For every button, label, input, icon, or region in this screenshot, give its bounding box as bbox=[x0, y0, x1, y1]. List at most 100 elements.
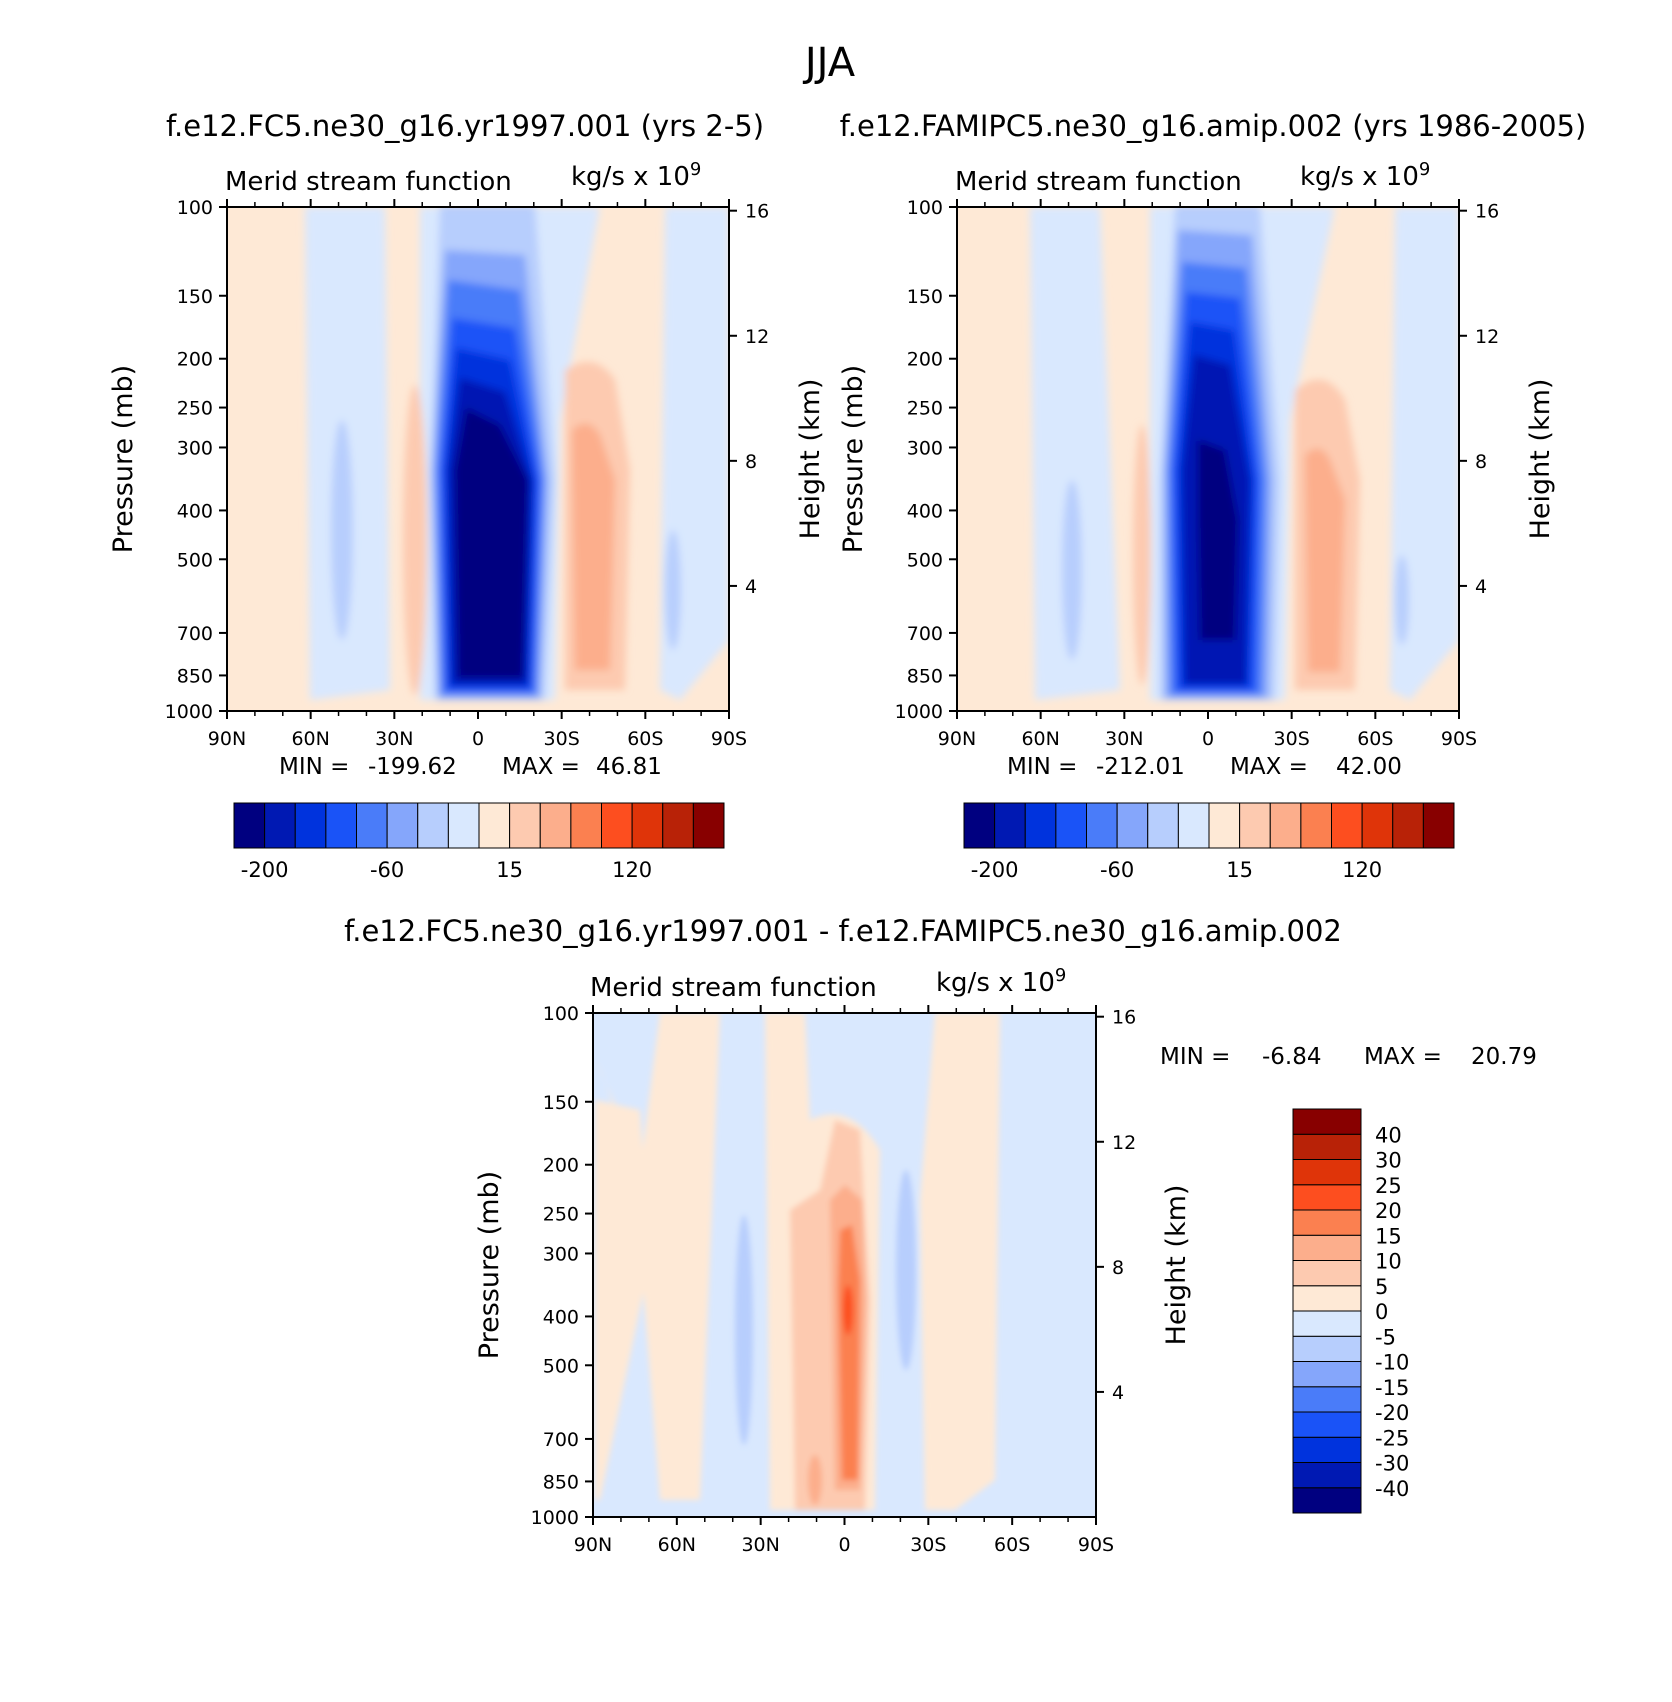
colorbar-swatch bbox=[1292, 1386, 1362, 1413]
y-tick-label: 850 bbox=[907, 665, 943, 687]
colorbar-swatch bbox=[1055, 802, 1087, 849]
colorbar-swatch bbox=[1331, 802, 1363, 849]
colorbar-swatch bbox=[1292, 1108, 1362, 1135]
y-tick-label: 1000 bbox=[531, 1507, 579, 1529]
panel-difference: f.e12.FC5.ne30_g16.yr1997.001 - f.e12.FA… bbox=[344, 914, 1537, 1556]
x-tick-label: 90S bbox=[1078, 1534, 1114, 1556]
y-right-tick-label: 12 bbox=[1112, 1132, 1136, 1154]
max-value: 42.00 bbox=[1336, 754, 1402, 780]
x-tick-label: 60S bbox=[1357, 728, 1393, 750]
max-value: 20.79 bbox=[1471, 1044, 1537, 1070]
y-right-tick-label: 4 bbox=[745, 576, 757, 598]
colorbar-swatch bbox=[1292, 1436, 1362, 1463]
negative-inner-35n bbox=[735, 1215, 753, 1445]
x-tick-label: 90S bbox=[1441, 728, 1477, 750]
y-right-tick-label: 8 bbox=[745, 451, 757, 473]
y-tick-label: 200 bbox=[543, 1155, 579, 1177]
x-tick-label: 60N bbox=[658, 1534, 696, 1556]
max-label: MAX = bbox=[502, 754, 580, 780]
left-subtitle: Merid stream function bbox=[955, 167, 1242, 197]
x-tick-label: 60S bbox=[627, 728, 663, 750]
units-exponent: 9 bbox=[690, 159, 701, 180]
min-value: -212.01 bbox=[1096, 754, 1185, 780]
max-label: MAX = bbox=[1230, 754, 1308, 780]
x-tick-label: 90N bbox=[208, 728, 246, 750]
colorbar-swatch bbox=[1292, 1335, 1362, 1362]
min-value: -199.62 bbox=[368, 754, 457, 780]
negative-inner-70s bbox=[665, 530, 681, 650]
min-label: MIN = bbox=[1007, 754, 1077, 780]
negative-inner-45n bbox=[331, 420, 353, 640]
colorbar: -200 -60 15 120 bbox=[233, 802, 725, 882]
colorbar-swatch bbox=[264, 802, 296, 849]
colorbar-swatch bbox=[509, 802, 541, 849]
colorbar-swatch bbox=[1292, 1462, 1362, 1489]
colorbar-swatch bbox=[294, 802, 327, 849]
panel-model-run: f.e12.FC5.ne30_g16.yr1997.001 (yrs 2-5) … bbox=[108, 109, 826, 882]
colorbar-swatch bbox=[417, 802, 449, 849]
x-tick-label: 0 bbox=[1202, 728, 1214, 750]
colorbar-swatch bbox=[386, 802, 419, 849]
colorbar-swatch bbox=[1208, 802, 1241, 849]
y-tick-label: 500 bbox=[177, 549, 213, 571]
units-label: kg/s x 109 bbox=[936, 965, 1066, 998]
y-axis-right-label: Height (km) bbox=[1161, 1185, 1192, 1346]
colorbar-label: -200 bbox=[241, 858, 289, 882]
axes: 90N 60N 30N 0 30S 60S 90S 100 150 200 250 300 400 500… bbox=[895, 197, 1500, 750]
x-tick-label: 30N bbox=[375, 728, 413, 750]
colorbar-swatch bbox=[601, 802, 633, 849]
colorbar-swatch bbox=[1269, 802, 1302, 849]
y-tick-label: 100 bbox=[907, 197, 943, 219]
x-tick-label: 30S bbox=[544, 728, 580, 750]
colorbar-swatch bbox=[478, 802, 511, 849]
y-right-tick-label: 16 bbox=[745, 201, 769, 223]
y-tick-label: 250 bbox=[543, 1204, 579, 1226]
colorbar-label: 120 bbox=[612, 858, 652, 882]
colorbar-swatch bbox=[1239, 802, 1271, 849]
positive-band-north-flank bbox=[595, 1100, 650, 1500]
negative-cell-45n bbox=[1030, 207, 1120, 700]
colorbar-label: -10 bbox=[1375, 1351, 1409, 1375]
x-tick-label: 90N bbox=[574, 1534, 612, 1556]
negative-inner-70s bbox=[1395, 555, 1409, 645]
colorbar-swatch bbox=[1292, 1487, 1362, 1514]
y-right-tick-label: 4 bbox=[1475, 576, 1487, 598]
ferrel-level-2 bbox=[572, 423, 615, 670]
min-label: MIN = bbox=[279, 754, 349, 780]
positive-peak bbox=[843, 1285, 853, 1335]
units-exponent: 9 bbox=[1419, 159, 1430, 180]
y-tick-label: 250 bbox=[907, 398, 943, 420]
y-right-tick-label: 12 bbox=[745, 326, 769, 348]
y-axis-label: Pressure (mb) bbox=[108, 365, 139, 553]
colorbar-swatch bbox=[356, 802, 388, 849]
colorbar-label: 25 bbox=[1375, 1174, 1402, 1198]
colorbar-label: 20 bbox=[1375, 1199, 1402, 1223]
colorbar-swatch bbox=[233, 802, 266, 849]
colorbar-swatch bbox=[1292, 1361, 1362, 1388]
colorbar-swatch bbox=[1292, 1285, 1362, 1312]
colorbar-label: -200 bbox=[971, 858, 1019, 882]
y-axis-right-label: Height (km) bbox=[1525, 379, 1556, 540]
contour-field bbox=[227, 207, 729, 711]
colorbar-swatch bbox=[662, 802, 694, 849]
y-tick-label: 200 bbox=[177, 349, 213, 371]
colorbar-swatch bbox=[1292, 1310, 1362, 1337]
x-tick-label: 30S bbox=[910, 1534, 946, 1556]
min-label: MIN = bbox=[1160, 1044, 1230, 1070]
figure-title: JJA bbox=[802, 40, 856, 86]
y-tick-label: 1000 bbox=[165, 701, 213, 723]
colorbar-label: -25 bbox=[1375, 1426, 1409, 1450]
y-axis-label: Pressure (mb) bbox=[838, 365, 869, 553]
y-right-tick-label: 16 bbox=[1475, 201, 1499, 223]
max-label: MAX = bbox=[1364, 1044, 1442, 1070]
colorbar-swatch bbox=[1300, 802, 1332, 849]
panel-title: f.e12.FC5.ne30_g16.yr1997.001 (yrs 2-5) bbox=[166, 109, 764, 143]
x-tick-label: 30N bbox=[1105, 728, 1143, 750]
y-axis-right-label: Height (km) bbox=[795, 379, 826, 540]
colorbar-label: 15 bbox=[496, 858, 523, 882]
y-tick-label: 700 bbox=[907, 623, 943, 645]
colorbar-swatch bbox=[570, 802, 602, 849]
colorbar-label: -40 bbox=[1375, 1477, 1409, 1501]
x-tick-label: 30S bbox=[1274, 728, 1310, 750]
